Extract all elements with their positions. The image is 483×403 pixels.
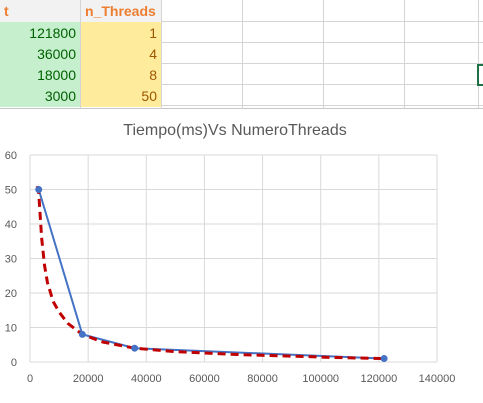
- x-tick-label-5: 100000: [302, 373, 339, 385]
- x-tick-label-3: 60000: [189, 373, 220, 385]
- cell-t-row3[interactable]: 18000: [0, 64, 80, 86]
- x-tick-label-0: 0: [27, 373, 33, 385]
- chart-area[interactable]: Tiempo(ms)Vs NumeroThreads 0 10 20 30 40 50 60…: [0, 108, 483, 403]
- y-tick-label-3: 30: [5, 254, 17, 266]
- cell-n-threads-row4[interactable]: 50: [81, 85, 161, 107]
- y-tick-label-5: 50: [5, 185, 17, 197]
- spreadsheet-grid: t n_Threads 121800 1 36000 4 18000 8 300…: [0, 0, 483, 110]
- y-tick-label-2: 20: [5, 288, 17, 300]
- header-cell-n-threads[interactable]: n_Threads: [81, 0, 161, 22]
- series-line-0[interactable]: [37, 189, 385, 360]
- data-point-3[interactable]: [380, 355, 388, 363]
- cell-t-row1[interactable]: 121800: [0, 22, 80, 44]
- y-tick-label-4: 40: [5, 219, 17, 231]
- cell-n-threads-row3[interactable]: 8: [81, 64, 161, 86]
- cell-n-threads-row2[interactable]: 4: [81, 43, 161, 65]
- y-tick-label-1: 10: [5, 323, 17, 335]
- cell-t-row4[interactable]: 3000: [0, 85, 80, 107]
- chart-title: Tiempo(ms)Vs NumeroThreads: [123, 122, 346, 139]
- data-point-2[interactable]: [131, 344, 139, 352]
- x-tick-label-1: 20000: [73, 373, 104, 385]
- data-point-0[interactable]: [35, 186, 43, 193]
- y-tick-label-0: 0: [11, 357, 17, 369]
- data-point-1[interactable]: [78, 330, 86, 338]
- x-tick-label-2: 40000: [131, 373, 162, 385]
- cell-t-row2[interactable]: 36000: [0, 43, 80, 65]
- header-cell-t[interactable]: t: [0, 0, 80, 22]
- chart-plot: Tiempo(ms)Vs NumeroThreads 0 10 20 30 40 50 60…: [5, 122, 456, 385]
- selected-cell-border: [477, 64, 483, 86]
- x-tick-label-6: 120000: [360, 373, 397, 385]
- trendline[interactable]: [35, 185, 385, 361]
- cell-n-threads-row1[interactable]: 1: [81, 22, 161, 44]
- y-tick-label-6: 60: [5, 150, 17, 162]
- x-tick-label-7: 140000: [419, 373, 456, 385]
- x-tick-label-4: 80000: [247, 373, 278, 385]
